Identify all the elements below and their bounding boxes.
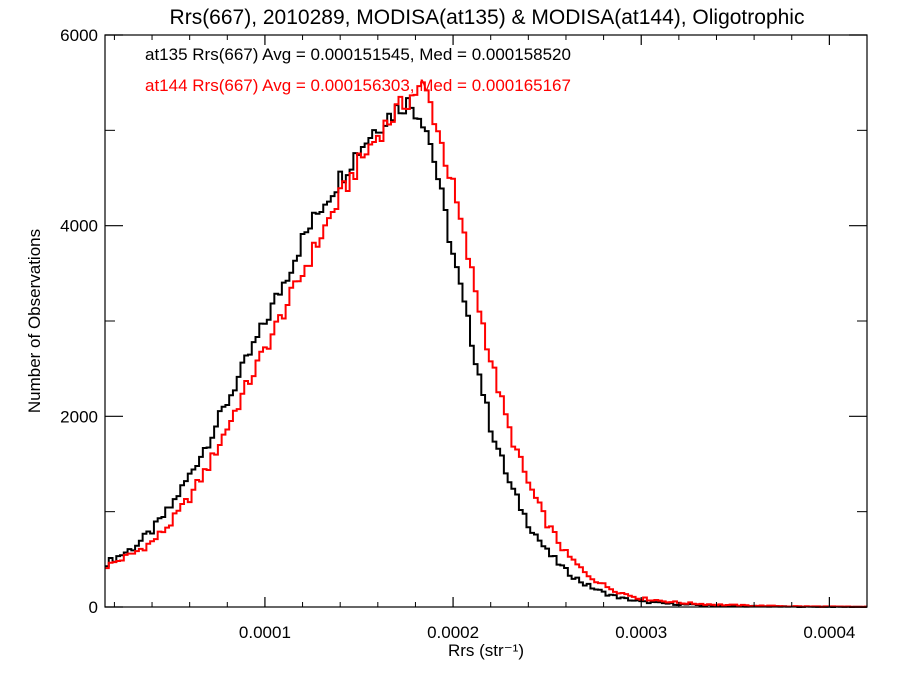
x-tick-label: 0.0001: [239, 623, 291, 642]
y-tick-label: 0: [89, 598, 98, 617]
x-tick-label: 0.0002: [427, 623, 479, 642]
ticks-layer: 0.0001 0.0002 0.0003 0.0004 0 2000 4000 6000: [60, 26, 867, 642]
legend-entry-at135: at135 Rrs(667) Avg = 0.000151545, Med = …: [145, 45, 571, 64]
histogram-line-at144: [105, 81, 867, 608]
y-axis-label: Number of Observations: [25, 229, 44, 413]
chart-title: Rrs(667), 2010289, MODISA(at135) & MODIS…: [170, 6, 805, 29]
y-tick-label: 4000: [60, 217, 98, 236]
x-tick-label: 0.0003: [615, 623, 667, 642]
x-axis-label: Rrs (str⁻¹): [448, 641, 524, 660]
series-layer: [105, 81, 867, 608]
legend-entry-at144: at144 Rrs(667) Avg = 0.000156303, Med = …: [145, 76, 571, 95]
y-tick-label: 2000: [60, 407, 98, 426]
x-tick-label: 0.0004: [803, 623, 855, 642]
y-tick-label: 6000: [60, 26, 98, 45]
